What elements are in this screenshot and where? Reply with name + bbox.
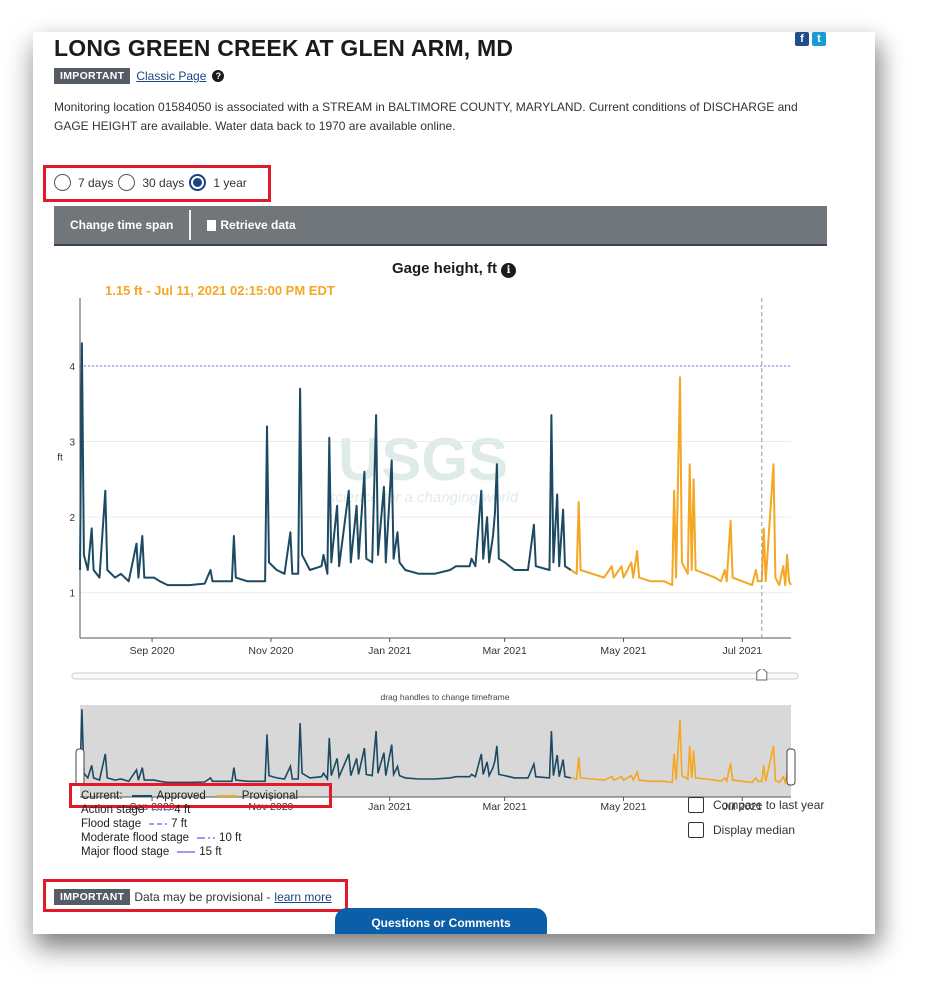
facebook-icon[interactable]: f: [795, 32, 809, 46]
approved-swatch: [131, 795, 152, 797]
x-tick-label: Mar 2021: [482, 645, 527, 657]
social-share: f t: [795, 32, 826, 46]
important-badge: IMPORTANT: [54, 889, 131, 905]
display-median-option[interactable]: Display median: [688, 822, 824, 838]
stage-value: 7 ft: [171, 818, 188, 830]
x-tick-label: Jan 2021: [368, 645, 411, 657]
stage-name: Moderate flood stage: [81, 832, 190, 844]
brush-series-provisional: [570, 719, 792, 786]
x-tick-label: May 2021: [600, 645, 646, 657]
flood-stage-list: Action stage 4 ft Flood stage 7 ft Moderate …: [81, 803, 298, 859]
brush-x-tick-label: May 2021: [600, 801, 646, 813]
brush-x-tick-label: Jul 2021: [722, 801, 762, 813]
stage-name: Action stage: [81, 804, 145, 816]
question-icon[interactable]: ?: [212, 70, 225, 82]
important-badge: IMPORTANT: [54, 68, 131, 84]
stage-value: 4 ft: [174, 804, 191, 816]
questions-comments-button[interactable]: Questions or Comments: [335, 908, 547, 934]
watermark-brand: USGS: [338, 426, 508, 493]
highlight-box-legend: [69, 783, 332, 808]
stage-swatch: [149, 823, 168, 825]
toolbar-divider: [189, 210, 192, 240]
highlight-box-provisional: [43, 879, 348, 912]
y-tick-label: 3: [69, 438, 75, 449]
stage-swatch: [177, 851, 196, 853]
x-tick-label: Jul 2021: [722, 645, 762, 657]
y-axis-label: ft: [57, 453, 63, 464]
chart-toolbar: Change time span Retrieve data: [54, 206, 827, 246]
time-span-radio-group: 7 days 30 days 1 year: [54, 174, 252, 191]
brush-handle-right: [786, 748, 796, 786]
y-tick-label: 2: [69, 513, 75, 524]
chart-title-text: Gage height, ft: [392, 260, 497, 277]
stage-value: 15 ft: [199, 846, 222, 858]
classic-page-link[interactable]: Classic Page: [136, 69, 207, 83]
location-description: Monitoring location 01584050 is associat…: [54, 100, 798, 133]
brush-x-tick-label: Jan 2021: [368, 801, 411, 813]
stage-name: Flood stage: [81, 818, 142, 830]
provisional-note: Data may be provisional -: [134, 890, 271, 904]
legend-provisional: Provisional: [241, 790, 299, 802]
chart-options: Compare to last year Display median: [688, 797, 824, 847]
watermark-tagline: science for a changing world: [328, 489, 519, 506]
provisional-swatch: [216, 795, 237, 797]
stage-swatch: [152, 809, 171, 811]
slider-track: [71, 672, 799, 680]
legend-stage-row: Major flood stage 15 ft: [81, 845, 298, 859]
radio-circle-selected[interactable]: [189, 174, 207, 191]
monitoring-location-card: f t LONG GREEN CREEK AT GLEN ARM, MD IMP…: [33, 32, 875, 934]
learn-more-link[interactable]: learn more: [274, 890, 332, 904]
brush-hint: drag handles to change timeframe: [381, 692, 510, 702]
median-checkbox[interactable]: [688, 822, 704, 838]
series-line-provisional: [570, 376, 792, 587]
slider-handle: [756, 669, 768, 681]
radio-label: 1 year: [213, 175, 247, 190]
brush-handle-left: [75, 748, 85, 786]
legend-stage-row: Flood stage 7 ft: [81, 817, 298, 831]
y-tick-label: 1: [69, 589, 75, 600]
legend-current-row: Current: Approved Provisional: [81, 789, 298, 803]
change-time-span-button[interactable]: Change time span: [70, 218, 174, 232]
radio-label: 30 days: [142, 175, 185, 190]
download-icon: [207, 219, 217, 231]
series-line-approved: [79, 342, 572, 587]
retrieve-data-label: Retrieve data: [220, 218, 296, 232]
x-tick-label: Nov 2020: [248, 645, 293, 657]
y-tick-label: 4: [69, 362, 75, 373]
radio-30-days[interactable]: 30 days: [118, 174, 184, 191]
legend-approved: Approved: [156, 790, 206, 802]
stage-swatch: [197, 837, 216, 839]
median-label: Display median: [713, 823, 796, 837]
chart-title: Gage height, ft i: [33, 260, 875, 278]
radio-1-year[interactable]: 1 year: [189, 174, 247, 191]
stage-name: Major flood stage: [81, 846, 170, 858]
compare-last-year-option[interactable]: Compare to last year: [688, 797, 824, 813]
highlight-box-timespan: [43, 165, 271, 202]
info-icon[interactable]: i: [501, 263, 516, 278]
page-title: LONG GREEN CREEK AT GLEN ARM, MD: [54, 35, 514, 61]
stage-value: 10 ft: [219, 832, 242, 844]
radio-7-days[interactable]: 7 days: [54, 174, 113, 191]
radio-circle[interactable]: [118, 174, 136, 191]
brush-series-approved: [79, 709, 572, 784]
brush-x-tick-label: Mar 2021: [482, 801, 527, 813]
legend-stage-row: Action stage 4 ft: [81, 803, 298, 817]
compare-label: Compare to last year: [713, 798, 825, 812]
radio-circle[interactable]: [54, 174, 71, 191]
legend-stage-row: Moderate flood stage 10 ft: [81, 831, 298, 845]
legend-current-label: Current:: [81, 790, 123, 802]
radio-label: 7 days: [78, 175, 114, 190]
chart-tooltip: 1.15 ft - Jul 11, 2021 02:15:00 PM EDT: [105, 283, 335, 298]
provisional-notice: IMPORTANT Data may be provisional - lear…: [54, 889, 332, 905]
x-tick-label: Sep 2020: [130, 645, 175, 657]
twitter-icon[interactable]: t: [812, 32, 826, 46]
chart-legend: Current: Approved Provisional Action sta…: [81, 789, 298, 859]
compare-checkbox[interactable]: [688, 797, 704, 813]
retrieve-data-button[interactable]: Retrieve data: [191, 206, 311, 244]
title-subline: IMPORTANT Classic Page ?: [54, 68, 225, 84]
